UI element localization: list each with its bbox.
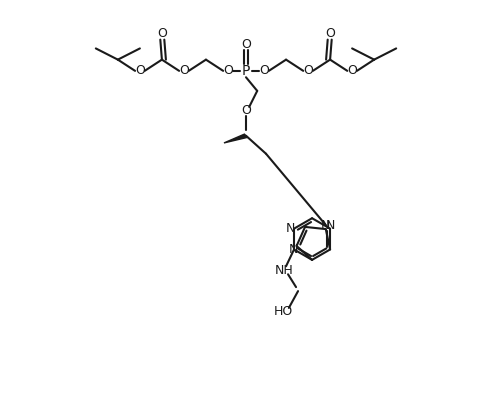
Text: HO: HO — [274, 305, 293, 318]
Text: N: N — [285, 222, 295, 235]
Text: O: O — [241, 104, 251, 117]
Text: N: N — [325, 219, 335, 232]
Text: O: O — [259, 64, 269, 77]
Text: N: N — [321, 219, 331, 232]
Text: O: O — [303, 64, 313, 77]
Text: O: O — [241, 38, 251, 51]
Text: O: O — [157, 27, 167, 40]
Text: O: O — [325, 27, 335, 40]
Text: O: O — [179, 64, 189, 77]
Text: O: O — [223, 64, 233, 77]
Text: P: P — [242, 64, 250, 78]
Polygon shape — [224, 134, 247, 143]
Text: NH: NH — [275, 264, 293, 277]
Text: O: O — [347, 64, 357, 77]
Text: O: O — [135, 64, 145, 77]
Text: N: N — [289, 243, 298, 256]
